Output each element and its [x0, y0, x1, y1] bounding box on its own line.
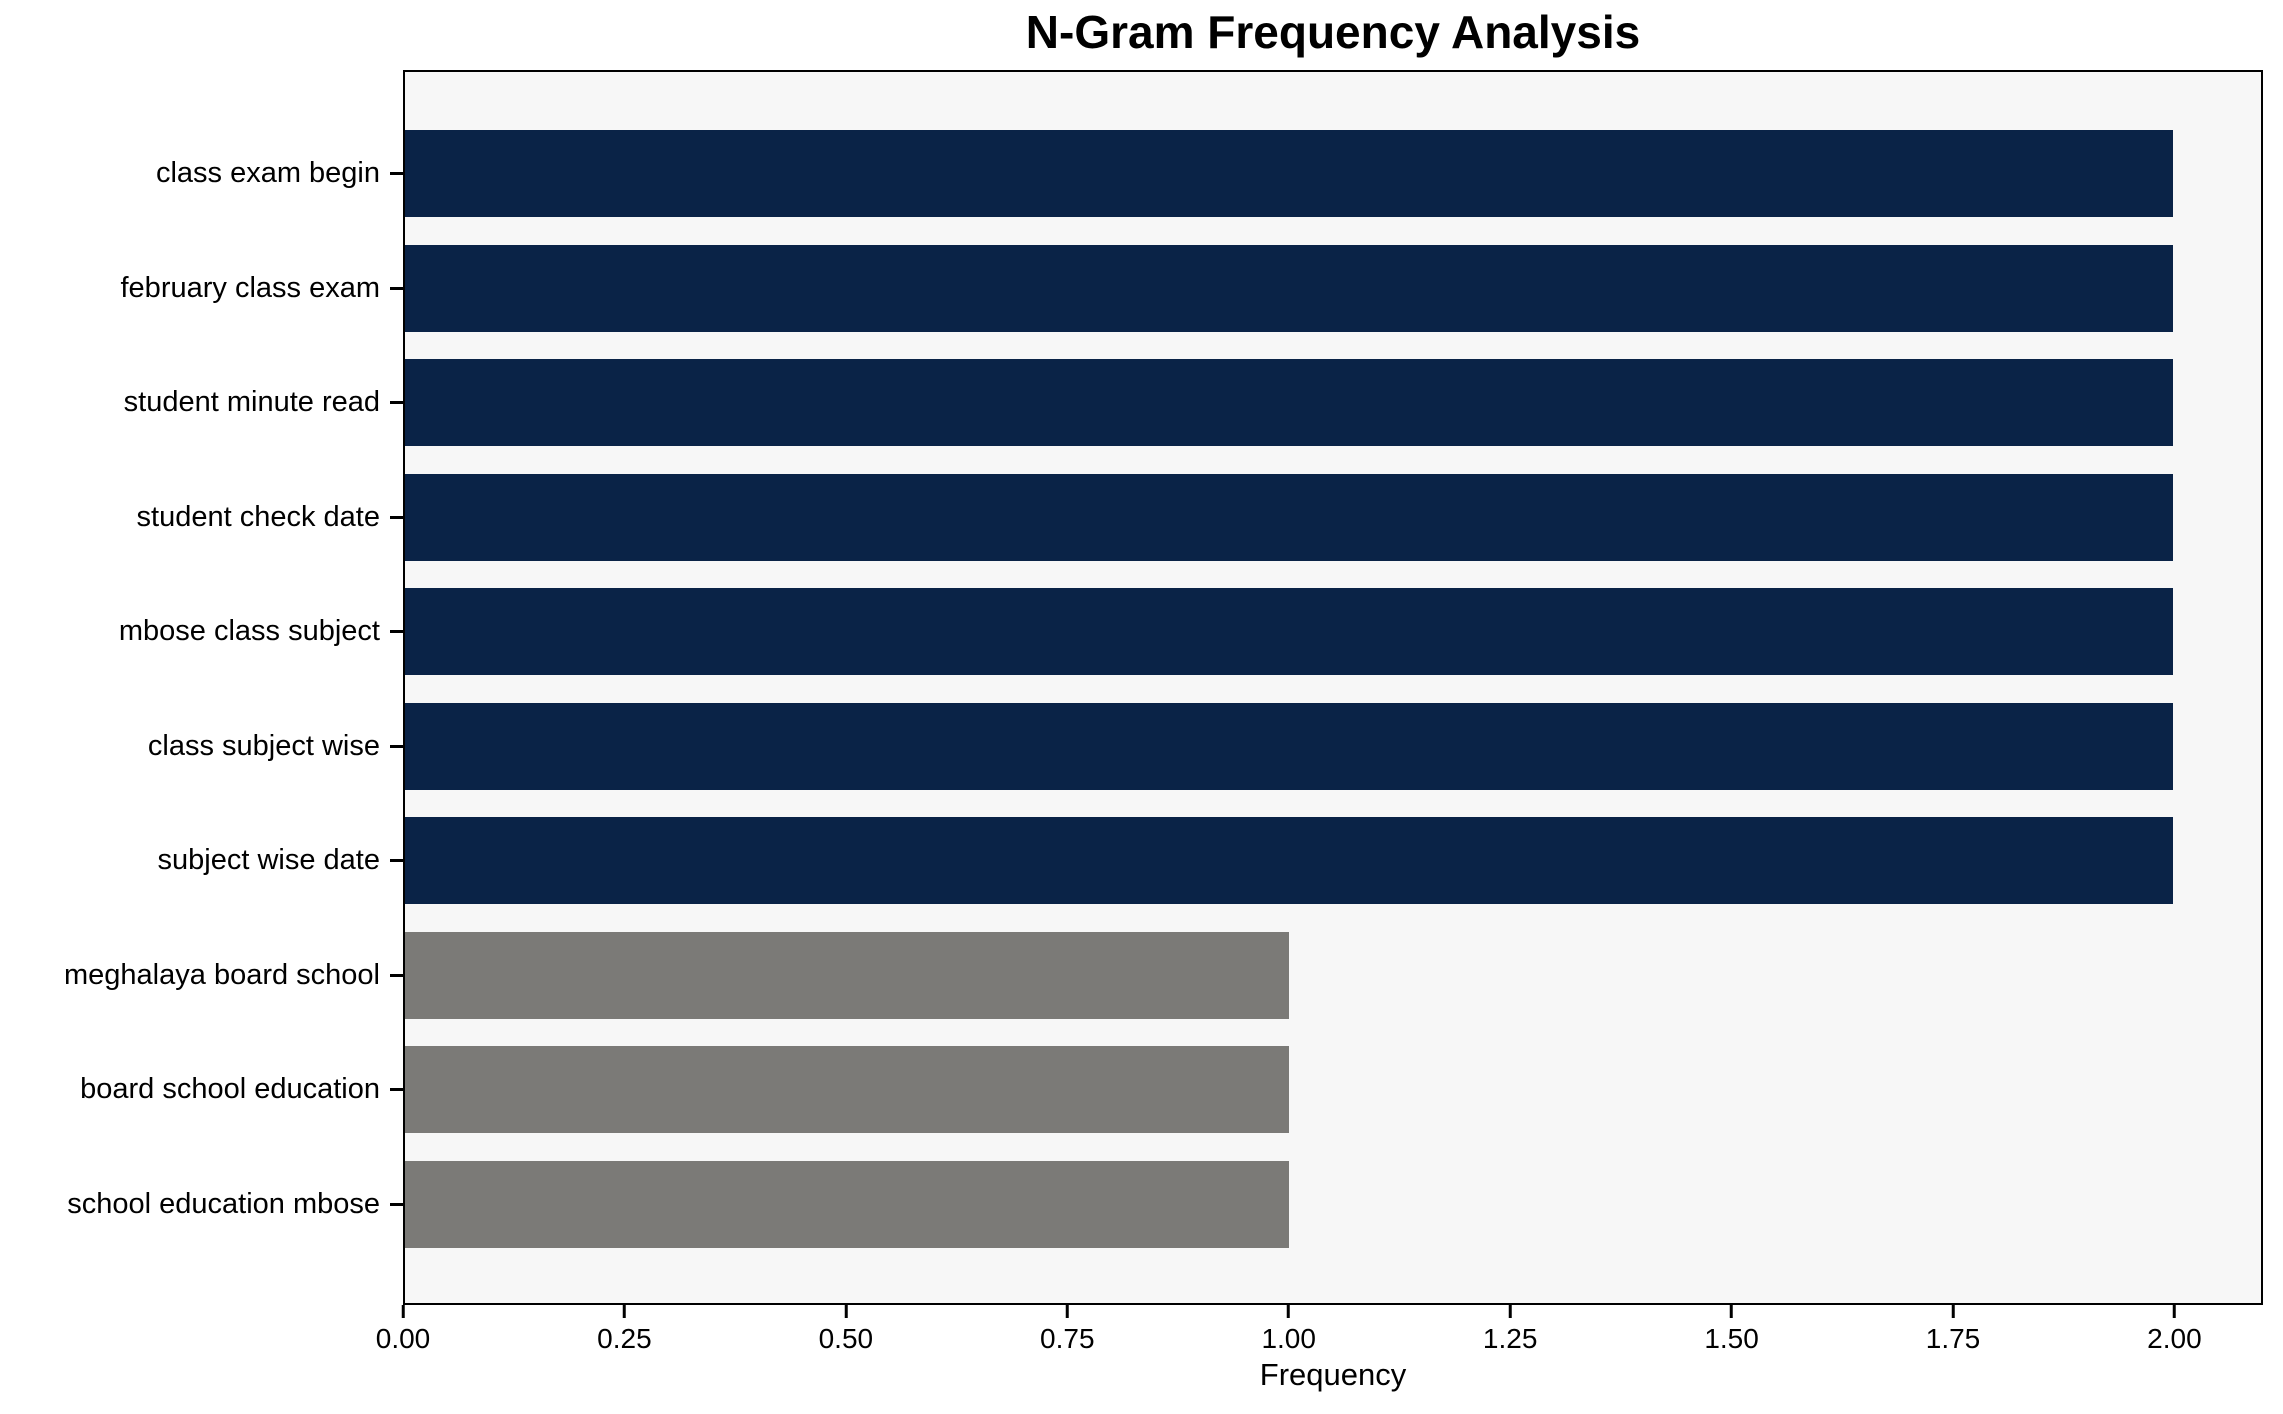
x-tick-mark — [1287, 1305, 1291, 1318]
y-tick-row: school education mbose — [0, 1161, 403, 1248]
y-tick-row: february class exam — [0, 245, 403, 332]
x-tick-label: 2.00 — [2147, 1323, 2202, 1354]
x-tick: 2.00 — [2147, 1305, 2202, 1353]
y-tick-label: board school education — [80, 1073, 380, 1106]
bar-row — [405, 130, 2261, 217]
bar-row — [405, 244, 2261, 332]
x-tick-label: 1.00 — [1261, 1323, 1316, 1354]
y-tick-label: meghalaya board school — [64, 958, 380, 991]
x-tick-label: 0.75 — [1040, 1323, 1095, 1354]
y-tick-mark — [390, 859, 403, 863]
x-tick-mark — [1508, 1305, 1512, 1318]
plot-area — [403, 70, 2263, 1305]
x-tick-mark — [2172, 1305, 2176, 1318]
x-tick-mark — [1730, 1305, 1734, 1318]
x-tick: 0.50 — [818, 1305, 874, 1354]
x-tick-mark — [1951, 1305, 1955, 1318]
y-tick-row: class subject wise — [0, 703, 403, 790]
y-tick-row: meghalaya board school — [0, 932, 403, 1019]
y-tick-mark — [390, 744, 403, 748]
bar — [405, 817, 2173, 905]
y-tick-mark — [390, 630, 403, 634]
x-axis: 0.00 0.25 0.50 0.75 1.00 1.25 1.50 1.75 2.00 — [0, 1305, 2283, 1365]
bar — [405, 1160, 1289, 1248]
x-axis-title: Frequency — [1259, 1357, 1407, 1392]
y-axis: class exam begin february class exam stude… — [0, 72, 403, 1303]
x-tick-label: 0.00 — [375, 1323, 431, 1354]
y-tick-mark — [390, 286, 403, 290]
x-tick: 1.50 — [1704, 1305, 1759, 1353]
bar — [405, 244, 2173, 332]
bar — [405, 588, 2173, 676]
y-tick-label: mbose class subject — [118, 615, 380, 648]
y-tick-label: class exam begin — [155, 157, 380, 189]
x-tick-mark — [622, 1305, 626, 1318]
bar-row — [405, 817, 2261, 905]
x-tick: 0.00 — [375, 1305, 431, 1354]
y-tick-mark — [390, 172, 403, 175]
bar-row — [405, 1046, 2261, 1134]
x-tick-label: 1.50 — [1704, 1323, 1759, 1354]
x-tick-label: 0.50 — [818, 1323, 874, 1354]
y-tick-row: board school education — [0, 1046, 403, 1133]
y-tick-label: school education mbose — [67, 1187, 380, 1220]
x-tick-label: 1.25 — [1482, 1323, 1538, 1354]
bar — [405, 130, 2173, 217]
x-tick-mark — [1065, 1305, 1069, 1318]
y-tick-mark — [390, 973, 403, 977]
bar-row — [405, 588, 2261, 676]
bar — [405, 1046, 1289, 1134]
bar-row — [405, 931, 2261, 1019]
y-tick-label: student check date — [136, 500, 380, 533]
x-tick: 0.25 — [597, 1305, 652, 1353]
bar-row — [405, 359, 2261, 447]
y-tick-mark — [390, 515, 403, 519]
bar — [405, 702, 2173, 790]
y-tick-mark — [390, 1202, 403, 1206]
bar-row — [405, 1160, 2261, 1248]
y-tick-row: subject wise date — [0, 817, 403, 904]
y-tick-row: student check date — [0, 474, 403, 561]
chart-title: N-Gram Frequency Analysis — [1025, 6, 1641, 58]
y-tick-mark — [390, 401, 403, 405]
x-tick: 1.75 — [1925, 1305, 1981, 1354]
x-tick-mark — [844, 1305, 848, 1318]
x-tick-label: 0.25 — [597, 1323, 652, 1354]
x-tick: 1.00 — [1261, 1305, 1316, 1353]
x-tick-label: 1.75 — [1925, 1323, 1981, 1354]
y-tick-label: february class exam — [120, 271, 381, 304]
y-tick-mark — [390, 1088, 403, 1092]
bar — [405, 473, 2173, 561]
y-tick-label: class subject wise — [147, 729, 380, 762]
bar-row — [405, 702, 2261, 790]
y-tick-row: class exam begin — [0, 130, 403, 217]
x-tick: 0.75 — [1040, 1305, 1095, 1353]
y-tick-label: student minute read — [123, 386, 380, 419]
x-tick-mark — [401, 1305, 405, 1318]
y-tick-row: student minute read — [0, 359, 403, 446]
x-tick: 1.25 — [1482, 1305, 1538, 1354]
y-tick-label: subject wise date — [157, 844, 380, 877]
bar — [405, 931, 1289, 1019]
bar-row — [405, 473, 2261, 561]
y-tick-row: mbose class subject — [0, 588, 403, 675]
bar — [405, 359, 2173, 447]
